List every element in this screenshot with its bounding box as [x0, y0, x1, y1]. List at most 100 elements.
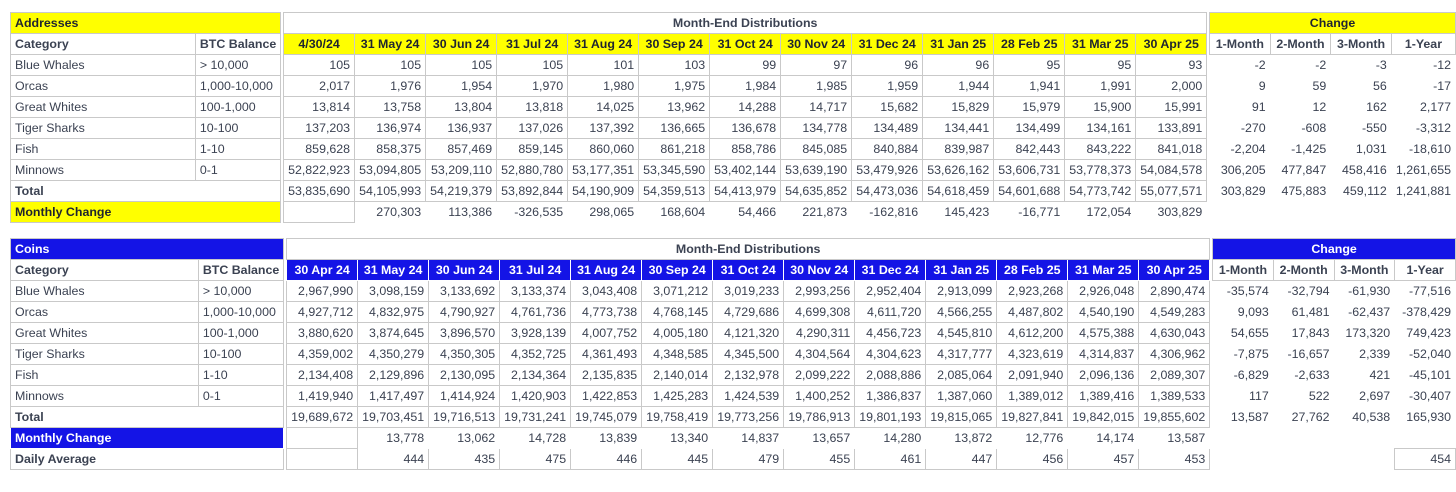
value-cell: 134,778	[780, 117, 853, 139]
value-cell: 843,222	[1064, 138, 1137, 160]
value-cell: 134,441	[922, 117, 995, 139]
monthly-change-cell: 14,837	[712, 427, 785, 449]
change-cell: -2,204	[1209, 138, 1271, 160]
value-cell: 3,928,139	[499, 322, 572, 344]
change-cell: -608	[1269, 117, 1332, 139]
value-cell	[286, 448, 359, 470]
value-cell	[286, 427, 359, 449]
value-cell: 2,926,048	[1067, 280, 1140, 302]
column-gap	[1206, 138, 1210, 160]
column-gap	[283, 427, 287, 449]
change-header: 1-Month	[1212, 259, 1274, 281]
empty-cell	[1212, 448, 1274, 470]
month-header: 30 Apr 25	[1135, 33, 1208, 55]
value-cell: 1,419,940	[286, 385, 359, 407]
value-cell: 839,987	[922, 138, 995, 160]
monthly-change-cell: 13,839	[570, 427, 643, 449]
value-cell: 1,424,539	[712, 385, 785, 407]
empty-cell	[1270, 201, 1331, 223]
change-cell: 477,847	[1269, 159, 1332, 181]
empty-cell	[1391, 201, 1456, 223]
value-cell: 134,161	[1064, 117, 1137, 139]
value-cell: 1,389,416	[1067, 385, 1140, 407]
total-value-cell: 19,801,193	[854, 406, 927, 428]
value-cell: 2,923,268	[996, 280, 1069, 302]
total-value-cell: 19,842,015	[1067, 406, 1140, 428]
table-row: Orcas 1,000-10,000 4,927,712 4,832,975 4,790…	[10, 301, 1456, 323]
value-cell: 95	[993, 54, 1066, 76]
change-cell: -32,794	[1272, 280, 1335, 302]
table-row: Orcas 1,000-10,000 2,017 1,976 1,954 1,970 1,9…	[10, 75, 1456, 97]
column-gap	[1209, 280, 1213, 302]
value-cell: 4,317,777	[925, 343, 998, 365]
column-gap	[1209, 406, 1213, 428]
empty-cell	[1334, 427, 1395, 449]
total-value-cell: 54,635,852	[780, 180, 853, 202]
column-gap	[280, 54, 284, 76]
change-cell: 2,697	[1333, 385, 1396, 407]
month-header: 31 Dec 24	[854, 259, 927, 281]
value-cell: 99	[709, 54, 782, 76]
value-cell: 137,026	[496, 117, 569, 139]
value-cell: 53,402,144	[709, 159, 782, 181]
category-label: Minnows	[10, 159, 196, 181]
table-row: Great Whites 100-1,000 13,814 13,758 13,804 1…	[10, 96, 1456, 118]
column-gap	[283, 364, 287, 386]
monthly-change-cell: 270,303	[354, 201, 427, 223]
monthly-change-cell: 113,386	[425, 201, 498, 223]
change-cell: -378,429	[1394, 301, 1456, 323]
column-header-balance: BTC Balance	[194, 33, 282, 55]
total-value-cell: 53,892,844	[496, 180, 569, 202]
change-cell: -6,829	[1212, 364, 1274, 386]
column-gap	[280, 180, 284, 202]
value-cell: 53,094,805	[354, 159, 427, 181]
value-cell: 103	[638, 54, 711, 76]
value-cell: 840,884	[851, 138, 924, 160]
column-gap	[280, 33, 284, 55]
value-cell: 2,130,095	[428, 364, 501, 386]
month-header: 31 May 24	[357, 259, 430, 281]
month-header: 30 Apr 25	[1138, 259, 1211, 281]
month-header: 31 Mar 25	[1067, 259, 1140, 281]
value-cell: 4,545,810	[925, 322, 998, 344]
value-cell: 861,218	[638, 138, 711, 160]
change-cell: -52,040	[1394, 343, 1456, 365]
daily-average-cell: 445	[641, 448, 714, 470]
value-cell: 3,880,620	[286, 322, 359, 344]
column-gap	[1206, 180, 1210, 202]
total-value-cell: 19,773,256	[712, 406, 785, 428]
daily-average-cell: 456	[996, 448, 1069, 470]
column-gap	[283, 343, 287, 365]
value-cell: 15,991	[1135, 96, 1208, 118]
table-row: Minnows 0-1 1,419,940 1,417,497 1,414,924 1,4…	[10, 385, 1456, 407]
daily-average-cell: 455	[783, 448, 856, 470]
month-header: 31 Jan 25	[925, 259, 998, 281]
value-cell: 1,976	[354, 75, 427, 97]
monthly-change-cell: 13,587	[1138, 427, 1211, 449]
daily-average-year-cell: 454	[1394, 448, 1456, 470]
value-cell: 845,085	[780, 138, 853, 160]
value-cell: 4,927,712	[286, 301, 359, 323]
value-cell: 13,818	[496, 96, 569, 118]
month-header: 30 Jun 24	[428, 259, 501, 281]
month-header: 30 Apr 24	[286, 259, 359, 281]
change-cell: -3	[1330, 54, 1392, 76]
change-cell: -17	[1390, 75, 1456, 97]
monthly-change-cell: 54,466	[709, 201, 782, 223]
column-gap	[283, 301, 287, 323]
value-cell: 4,612,200	[996, 322, 1069, 344]
column-gap	[283, 280, 287, 302]
daily-average-cell: 435	[428, 448, 501, 470]
value-cell: 14,025	[567, 96, 640, 118]
monthly-change-cell: 13,340	[641, 427, 714, 449]
total-value-cell: 53,835,690	[283, 180, 356, 202]
total-value-cell: 19,716,513	[428, 406, 501, 428]
value-cell: 15,682	[851, 96, 924, 118]
value-cell: 4,007,752	[570, 322, 643, 344]
change-cell: -12	[1390, 54, 1456, 76]
column-gap	[1209, 322, 1213, 344]
month-header: 30 Nov 24	[780, 33, 853, 55]
month-header: 30 Jun 24	[425, 33, 498, 55]
value-cell: 4,290,311	[783, 322, 856, 344]
total-change-cell: 1,241,881	[1390, 180, 1456, 202]
